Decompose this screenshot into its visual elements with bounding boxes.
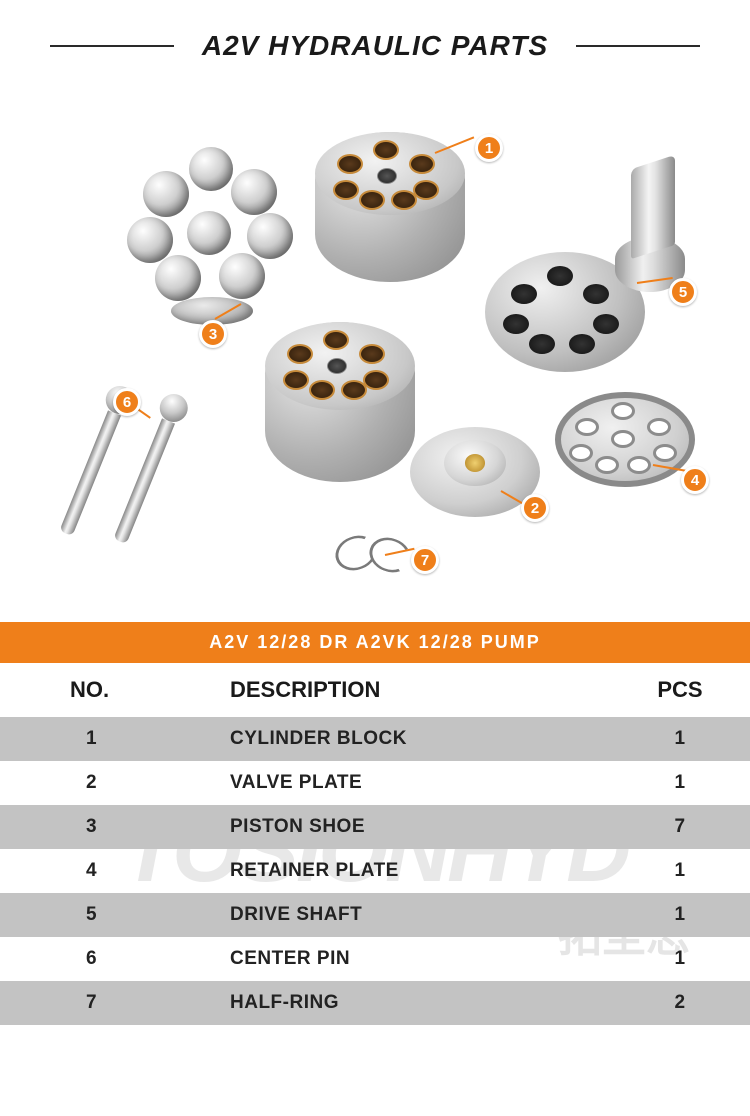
callout-badge-5: 5: [669, 278, 697, 306]
cell-desc: RETAINER PLATE: [210, 860, 610, 882]
title-rule-left: [50, 45, 174, 47]
model-subtitle: A2V 12/28 DR A2VK 12/28 PUMP: [0, 622, 750, 663]
table-row: 3PISTON SHOE7: [0, 805, 750, 849]
cell-pcs: 1: [610, 948, 750, 970]
cell-pcs: 1: [610, 728, 750, 750]
cell-no: 5: [0, 904, 210, 926]
callout-badge-1: 1: [475, 134, 503, 162]
cell-no: 1: [0, 728, 210, 750]
table-header: NO. DESCRIPTION PCS: [0, 663, 750, 717]
cell-desc: DRIVE SHAFT: [210, 904, 610, 926]
title-row: A2V HYDRAULIC PARTS: [0, 0, 750, 82]
part-retainer-plate: [555, 392, 695, 487]
col-header-pcs: PCS: [610, 677, 750, 703]
title-rule-right: [576, 45, 700, 47]
col-header-desc: DESCRIPTION: [210, 677, 610, 703]
callout-badge-7: 7: [411, 546, 439, 574]
part-drive-shaft: [485, 162, 685, 382]
part-cylinder-block-1: [315, 132, 465, 282]
cell-no: 4: [0, 860, 210, 882]
table-row: 4RETAINER PLATE1: [0, 849, 750, 893]
page-title: A2V HYDRAULIC PARTS: [202, 30, 548, 62]
cell-pcs: 1: [610, 772, 750, 794]
cell-no: 3: [0, 816, 210, 838]
callout-badge-6: 6: [113, 388, 141, 416]
table-row: 1CYLINDER BLOCK1: [0, 717, 750, 761]
callout-badge-2: 2: [521, 494, 549, 522]
cell-desc: HALF-RING: [210, 992, 610, 1014]
callout-badge-3: 3: [199, 320, 227, 348]
cell-desc: VALVE PLATE: [210, 772, 610, 794]
cell-pcs: 1: [610, 904, 750, 926]
table-row: 7HALF-RING2: [0, 981, 750, 1025]
part-center-pin: [105, 387, 285, 587]
callout-badge-4: 4: [681, 466, 709, 494]
cell-pcs: 7: [610, 816, 750, 838]
col-header-no: NO.: [0, 677, 210, 703]
cell-no: 2: [0, 772, 210, 794]
table-row: 5DRIVE SHAFT1: [0, 893, 750, 937]
cell-no: 7: [0, 992, 210, 1014]
part-piston-shoe: [125, 147, 295, 327]
cell-no: 6: [0, 948, 210, 970]
parts-diagram: 1234567: [55, 92, 695, 592]
cell-desc: PISTON SHOE: [210, 816, 610, 838]
cell-desc: CYLINDER BLOCK: [210, 728, 610, 750]
cell-pcs: 2: [610, 992, 750, 1014]
cell-desc: CENTER PIN: [210, 948, 610, 970]
cell-pcs: 1: [610, 860, 750, 882]
parts-table-body: 1CYLINDER BLOCK12VALVE PLATE13PISTON SHO…: [0, 717, 750, 1025]
table-row: 6CENTER PIN1: [0, 937, 750, 981]
part-cylinder-block-2: [265, 322, 415, 482]
table-row: 2VALVE PLATE1: [0, 761, 750, 805]
